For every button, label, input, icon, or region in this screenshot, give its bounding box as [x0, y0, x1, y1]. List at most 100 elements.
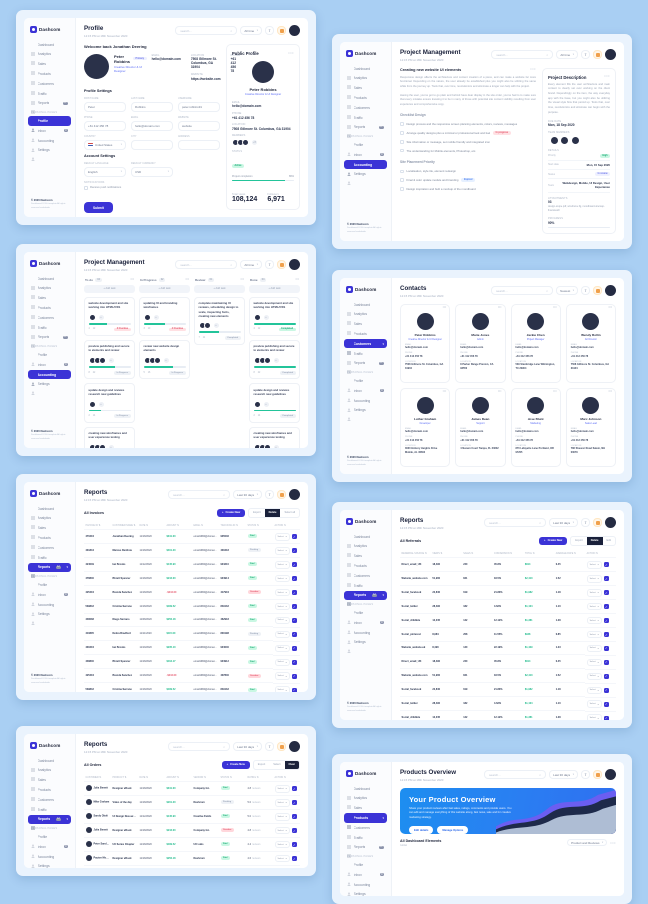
app-logo[interactable]: Dashcom [28, 740, 71, 756]
sidebar-item-customers[interactable]: Customers [28, 313, 71, 322]
share-button[interactable]: ⇪ [581, 518, 590, 527]
action-select[interactable]: Select▾ [587, 561, 602, 569]
sidebar-item-settings[interactable]: Settings [28, 146, 71, 155]
app-logo[interactable]: Dashcom [344, 284, 387, 300]
row-checkbox[interactable]: ✓ [292, 814, 297, 819]
sidebar-item-customers[interactable]: Customers [344, 103, 387, 112]
sidebar-item-analytics[interactable]: Analytics [344, 74, 387, 83]
sidebar-item-sales[interactable]: Sales [344, 552, 387, 561]
sidebar-item-profile[interactable]: Profile [28, 350, 71, 359]
kanban-card[interactable]: creating new wireframes and user experie… [249, 427, 300, 448]
filter-select[interactable]: All time▾ [556, 50, 578, 59]
sidebar-item-profile[interactable]: Profile [28, 580, 71, 589]
column-header[interactable]: DATE ⇅ [138, 522, 165, 530]
submit-button[interactable]: Submit [84, 202, 113, 213]
checklist-item[interactable]: Localisation, style tile, element redesi… [400, 167, 536, 176]
app-logo[interactable]: Dashcom [344, 516, 387, 532]
kanban-card[interactable]: creating new wireframes and user experie… [84, 427, 135, 448]
kanban-card[interactable]: update design and reviews research new g… [249, 383, 300, 422]
sidebar-item-profile[interactable]: Profile [344, 140, 387, 149]
avatar[interactable] [289, 741, 300, 752]
more-icon[interactable]: ••• [288, 52, 294, 54]
search-input[interactable]: search...⌕ [175, 26, 237, 35]
more-icon[interactable]: ••• [530, 68, 536, 76]
filter-select[interactable]: Last 30 days▾ [233, 742, 262, 751]
column-header[interactable]: TRACKING ID ⇅ [219, 522, 246, 530]
sidebar-item-dashboard[interactable]: Dashboard [344, 532, 387, 541]
sidebar-item-settings[interactable]: Settings [344, 406, 387, 415]
action-select[interactable]: Select▾ [275, 561, 290, 569]
sidebar-item-profile[interactable]: Profile [344, 608, 387, 617]
sidebar-item-customers[interactable]: Customers [344, 823, 387, 832]
column-header[interactable]: CUSTOMER NAME ⇅ [111, 522, 138, 530]
segment-export[interactable]: Export [254, 761, 270, 769]
more-icon[interactable]: ••• [443, 391, 447, 392]
search-input[interactable]: search...⌕ [484, 770, 546, 779]
sidebar-item-products[interactable]: Products [28, 785, 71, 794]
sidebar-item-customers[interactable]: Customers [28, 79, 71, 88]
row-checkbox[interactable]: ✓ [292, 856, 297, 861]
more-icon[interactable]: ••• [185, 279, 189, 280]
sidebar-item-accounting[interactable]: Accounting [28, 852, 71, 861]
action-select[interactable]: Select▾ [587, 687, 602, 695]
search-input[interactable]: search...⌕ [491, 286, 553, 295]
create-new-button[interactable]: +Create New [539, 537, 567, 545]
filter-select[interactable]: Last 30 days▾ [549, 770, 578, 779]
sidebar-item-traffic[interactable]: Traffic [28, 805, 71, 814]
avatar[interactable] [289, 489, 300, 500]
column-header[interactable]: EMAIL ⇅ [192, 522, 219, 530]
column-header[interactable]: PRODUCT ⇅ [111, 774, 138, 782]
search-input[interactable]: search...⌕ [491, 50, 553, 59]
action-select[interactable]: Select▾ [275, 589, 290, 597]
sidebar-item-analytics[interactable]: Analytics [344, 310, 387, 319]
action-select[interactable]: Select▾ [275, 533, 290, 541]
sidebar-item-products[interactable]: Products [28, 303, 71, 312]
avatar[interactable] [289, 25, 300, 36]
share-button[interactable]: ⇪ [265, 260, 274, 269]
action-select[interactable]: Select▾ [587, 714, 602, 720]
avatar[interactable] [605, 517, 616, 528]
action-select[interactable]: Select▾ [275, 672, 290, 680]
action-select[interactable]: Select▾ [275, 799, 290, 807]
sidebar-item-sales[interactable]: Sales [28, 524, 71, 533]
more-icon[interactable]: ••• [553, 391, 557, 392]
row-checkbox[interactable]: ✓ [292, 828, 297, 833]
sidebar-item-profile[interactable]: Profile [28, 116, 71, 125]
action-select[interactable]: Select▾ [275, 659, 290, 667]
sidebar-item-traffic[interactable]: Traffic [344, 833, 387, 842]
checklist-item[interactable]: Design process and the responsive screen… [400, 120, 536, 129]
column-header[interactable]: AMOUNT ⇅ [165, 522, 192, 530]
avatar[interactable] [289, 259, 300, 270]
field-input[interactable] [178, 140, 220, 150]
row-checkbox[interactable]: ✓ [292, 786, 297, 791]
row-checkbox[interactable]: ✓ [292, 688, 297, 692]
sidebar-item-settings[interactable]: Settings [28, 862, 71, 868]
column-header[interactable]: ACTION ⇅ [273, 774, 300, 782]
share-button[interactable]: ⇪ [581, 286, 590, 295]
sidebar-item-products[interactable]: Products [344, 329, 387, 338]
row-checkbox[interactable]: ✓ [292, 548, 297, 553]
row-checkbox[interactable]: ✓ [292, 660, 297, 665]
segment-export[interactable]: Export [571, 537, 587, 545]
sidebar-item-accounting[interactable]: Accounting [344, 628, 387, 637]
share-button[interactable]: ⇪ [581, 50, 590, 59]
sidebar-item-sales[interactable]: Sales [344, 84, 387, 93]
row-checkbox[interactable]: ✓ [604, 702, 609, 707]
sidebar-item-sales[interactable]: Sales [344, 320, 387, 329]
sidebar-item-sales[interactable]: Sales [344, 804, 387, 813]
